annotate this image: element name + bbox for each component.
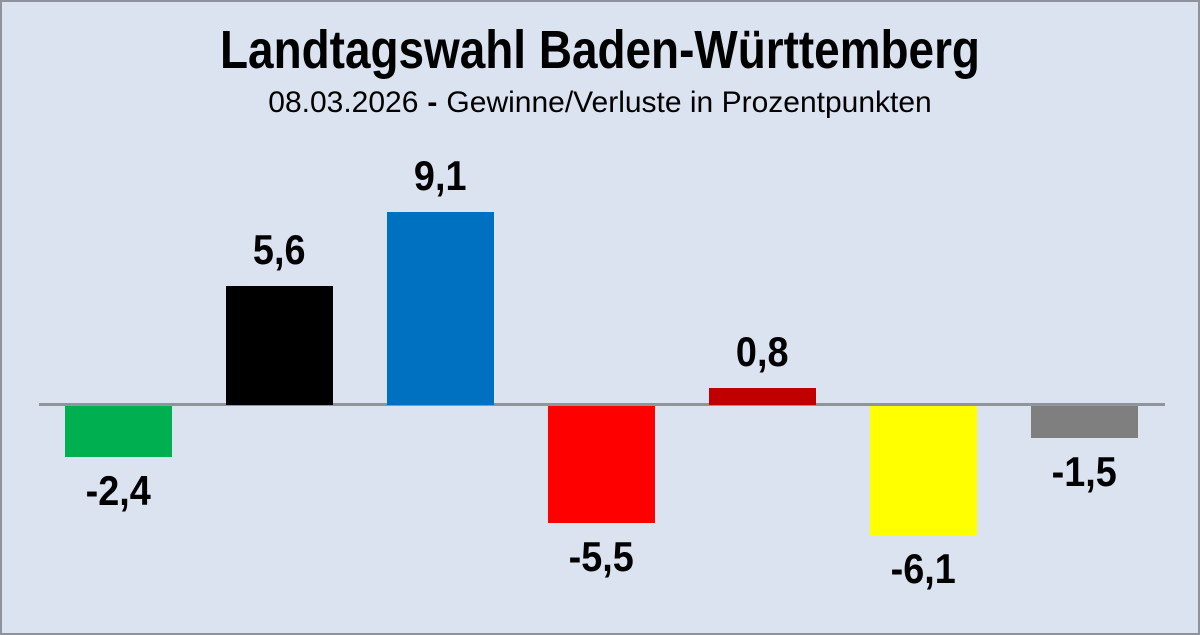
chart-header: Landtagswahl Baden-Württemberg 08.03.202… [2,22,1198,120]
subtitle-dash: - [427,86,438,119]
value-label-text: -1,5 [1051,448,1118,495]
bar-green [65,406,172,457]
value-label-text: -2,4 [85,467,152,514]
value-label-blue: 9,1 [361,154,521,198]
value-label-text: 0,8 [736,328,789,375]
subtitle-date: 08.03.2026 [268,86,419,119]
chart-subtitle: 08.03.2026- Gewinne/Verluste in Prozentpu… [2,86,1198,120]
zero-axis-line [39,403,1165,406]
bar-gray [1031,406,1138,438]
bar-dark-red [709,388,816,405]
chart-title: Landtagswahl Baden-Württemberg [220,20,980,80]
value-label-yellow: -6,1 [844,547,1004,591]
value-label-green: -2,4 [39,469,199,513]
value-label-text: -5,5 [568,533,635,580]
value-label-text: 5,6 [253,226,306,273]
value-label-black: 5,6 [200,228,360,272]
value-label-text: 9,1 [414,152,467,199]
bar-yellow [870,406,977,535]
bar-red [548,406,655,523]
value-label-dark-red: 0,8 [683,330,843,374]
bar-black [226,286,333,405]
value-label-gray: -1,5 [1005,450,1165,494]
subtitle-text: Gewinne/Verluste in Prozentpunkten [446,86,932,119]
value-label-red: -5,5 [522,535,682,579]
bar-blue [387,212,494,405]
value-label-text: -6,1 [890,545,957,592]
